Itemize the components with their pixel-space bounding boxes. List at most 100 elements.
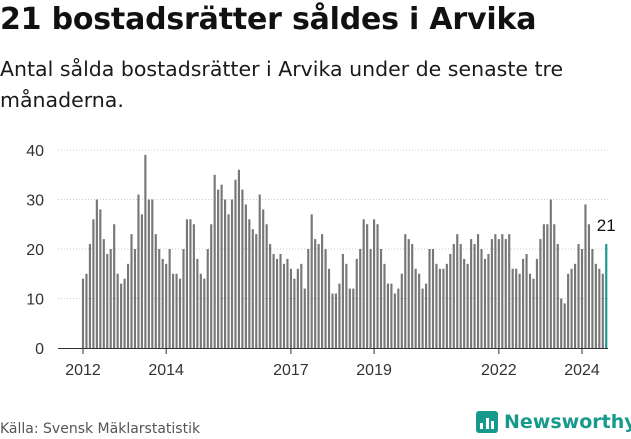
bar bbox=[338, 283, 341, 348]
bar bbox=[601, 273, 604, 348]
bar bbox=[515, 268, 518, 348]
bar bbox=[352, 288, 355, 348]
bar bbox=[251, 229, 254, 348]
x-tick-label: 2014 bbox=[148, 362, 184, 379]
bar bbox=[435, 263, 438, 348]
bar bbox=[206, 249, 209, 348]
bar bbox=[327, 268, 331, 348]
bar bbox=[88, 244, 92, 348]
bar bbox=[393, 293, 396, 348]
bar bbox=[175, 273, 178, 348]
x-tick-label: 2017 bbox=[273, 362, 309, 379]
bar bbox=[487, 253, 490, 348]
bar bbox=[594, 263, 597, 348]
bar bbox=[317, 244, 320, 348]
bar bbox=[227, 214, 230, 348]
bar bbox=[397, 288, 400, 348]
bar bbox=[224, 199, 227, 348]
bar bbox=[321, 234, 324, 348]
chart-title: 21 bostadsrätter såldes i Arvika bbox=[0, 2, 537, 37]
bar bbox=[508, 234, 511, 348]
bar bbox=[376, 224, 379, 348]
bar bbox=[310, 214, 313, 348]
newsworthy-logo-icon bbox=[476, 411, 498, 433]
bar bbox=[483, 258, 487, 348]
bar bbox=[307, 249, 310, 348]
bar bbox=[587, 224, 591, 348]
bar bbox=[497, 239, 500, 348]
bar bbox=[567, 273, 570, 348]
bar bbox=[549, 199, 552, 348]
bar bbox=[334, 293, 338, 348]
chart-subtitle: Antal sålda bostadsrätter i Arvika under… bbox=[0, 57, 564, 112]
bar bbox=[158, 249, 161, 348]
bar bbox=[373, 219, 376, 348]
bar bbox=[106, 253, 109, 348]
y-tick-label: 40 bbox=[26, 143, 44, 160]
bar bbox=[137, 194, 140, 348]
bar bbox=[269, 244, 272, 348]
bar bbox=[262, 209, 265, 348]
bar bbox=[560, 298, 563, 348]
bar bbox=[584, 204, 587, 348]
bar bbox=[203, 278, 206, 348]
bar bbox=[424, 283, 428, 348]
bar bbox=[407, 239, 410, 348]
bar bbox=[463, 258, 466, 348]
bar bbox=[390, 283, 393, 348]
bar bbox=[456, 234, 459, 348]
bar bbox=[147, 199, 150, 348]
bar bbox=[421, 288, 424, 348]
bar bbox=[289, 268, 292, 348]
bar bbox=[574, 263, 577, 348]
bar bbox=[248, 219, 251, 348]
y-tick-label: 30 bbox=[26, 193, 44, 210]
x-tick-label: 2024 bbox=[564, 362, 600, 379]
bar bbox=[234, 179, 237, 348]
bar bbox=[386, 283, 390, 348]
bar bbox=[556, 244, 559, 348]
bar bbox=[445, 263, 448, 348]
bar bbox=[279, 253, 282, 348]
bar bbox=[296, 268, 299, 348]
bar bbox=[165, 263, 168, 348]
bar bbox=[476, 234, 480, 348]
bar bbox=[539, 239, 542, 348]
bar bbox=[518, 273, 521, 348]
bar bbox=[525, 253, 528, 348]
bar bbox=[217, 189, 220, 348]
bar bbox=[411, 244, 414, 348]
bar bbox=[85, 273, 88, 348]
bar bbox=[168, 249, 171, 348]
axes: 0 10 20 30 40 2012 2014 2017 2019 2022 2024 21 bbox=[26, 143, 616, 379]
bar bbox=[244, 204, 247, 348]
bar bbox=[414, 268, 417, 348]
bar bbox=[348, 288, 351, 348]
bar bbox=[272, 253, 275, 348]
bar bbox=[172, 273, 175, 348]
bar bbox=[577, 244, 580, 348]
x-tick-label: 2012 bbox=[65, 362, 101, 379]
bar bbox=[418, 273, 421, 348]
bar bbox=[359, 249, 362, 348]
x-tick-label: 2019 bbox=[356, 362, 392, 379]
bar bbox=[314, 239, 317, 348]
bar bbox=[362, 219, 365, 348]
bar bbox=[341, 253, 344, 348]
bar bbox=[192, 224, 195, 348]
bar bbox=[591, 249, 594, 348]
bar bbox=[563, 303, 566, 348]
bar bbox=[331, 293, 334, 348]
y-tick-label: 20 bbox=[26, 242, 44, 259]
bar bbox=[598, 268, 601, 348]
bar bbox=[501, 234, 504, 348]
brand-logo[interactable]: Newsworthy bbox=[476, 409, 631, 435]
bar bbox=[120, 283, 123, 348]
bar bbox=[144, 154, 147, 348]
bar bbox=[196, 258, 199, 348]
bar bbox=[553, 224, 556, 348]
bar bbox=[570, 268, 573, 348]
bar bbox=[130, 234, 133, 348]
bar bbox=[258, 194, 261, 348]
bar bbox=[366, 224, 369, 348]
